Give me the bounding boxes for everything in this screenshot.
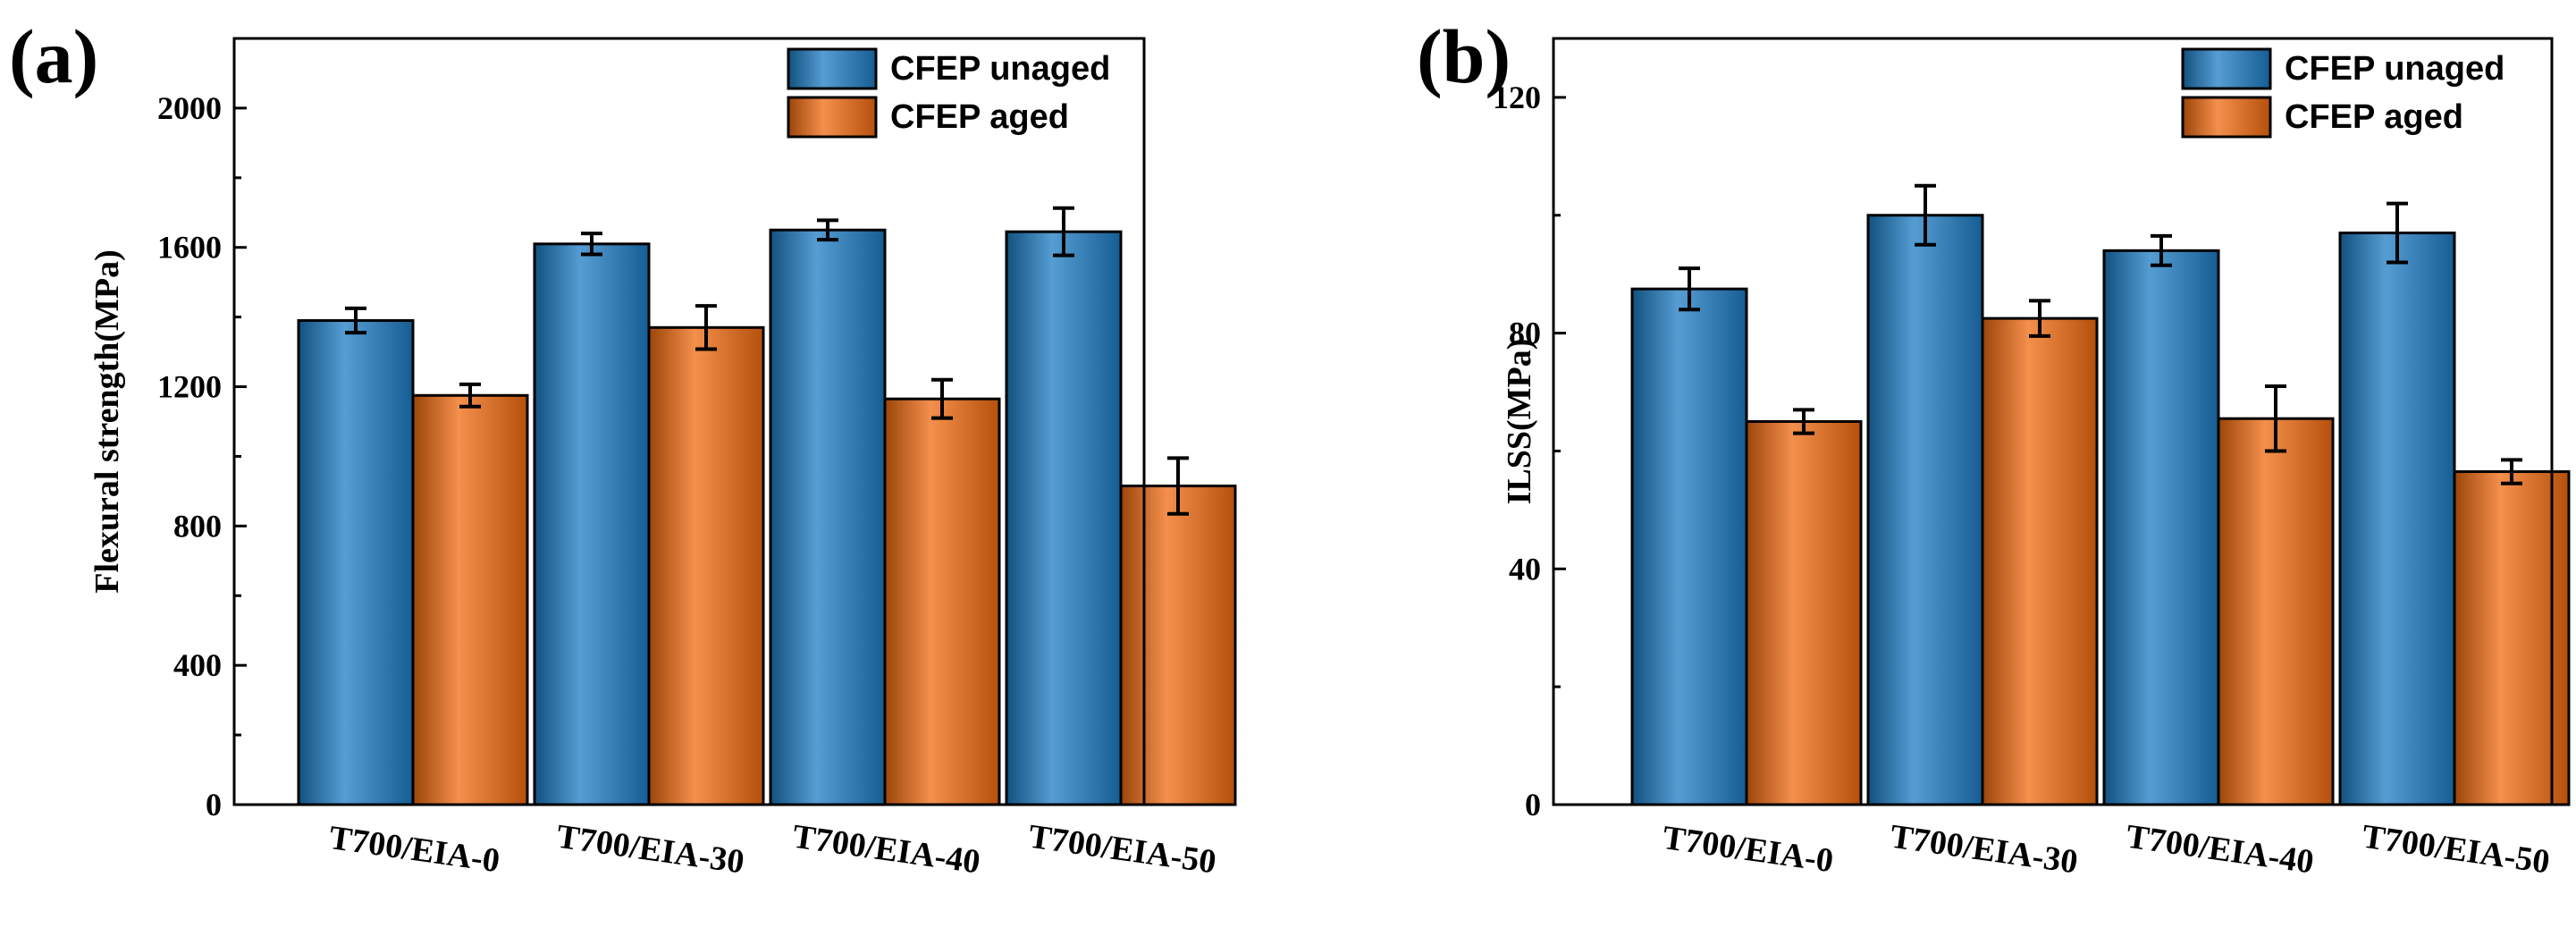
legend-swatch — [2181, 96, 2272, 139]
error-bar — [1053, 206, 1074, 257]
legend-swatch — [2181, 47, 2272, 90]
bar-aged — [411, 393, 529, 806]
chart-panel-b: (b) 0 40 80 120 ILSS(MPa) T700/EIA-0 T700/EIA-3… — [1417, 13, 2571, 882]
error-bar — [1915, 183, 1936, 247]
y-tick-label: 800 — [173, 508, 222, 544]
error-bar — [695, 304, 717, 351]
y-tick-label: 1200 — [157, 369, 222, 405]
bar-aged — [1119, 485, 1237, 806]
error-bar — [581, 232, 602, 257]
bar-unaged — [769, 228, 887, 806]
bar-unaged — [1005, 230, 1123, 806]
bar-unaged — [1630, 287, 1748, 806]
y-tick-label: 0 — [206, 787, 222, 823]
panel-label: (b) — [1417, 13, 1511, 99]
bar-unaged — [2338, 232, 2456, 806]
error-bar — [2029, 299, 2050, 338]
error-bar — [2501, 458, 2522, 485]
bar-aged — [1745, 420, 1863, 806]
y-tick-label: 0 — [1525, 787, 1541, 823]
error-bar — [1679, 266, 1700, 312]
x-category-label: T700/EIA-0 — [1661, 819, 1836, 880]
y-tick-label: 40 — [1509, 551, 1541, 586]
x-category-label: T700/EIA-50 — [1026, 818, 1218, 882]
error-bar — [817, 218, 838, 242]
plot-frame — [232, 37, 1146, 806]
y-tick-label: 400 — [173, 647, 222, 683]
y-tick-label: 120 — [1493, 80, 1541, 115]
error-bar — [459, 382, 481, 409]
legend: CFEP unaged CFEP aged — [2181, 47, 2504, 139]
legend-label: CFEP unaged — [2285, 50, 2504, 88]
bar-aged — [647, 325, 765, 806]
y-axis-title: Flexural strength(MPa) — [88, 249, 126, 594]
bar-unaged — [297, 319, 415, 806]
legend-label: CFEP unaged — [890, 50, 1110, 88]
x-category-label: T700/EIA-40 — [790, 818, 982, 882]
legend-label: CFEP aged — [890, 98, 1069, 136]
error-bar — [345, 306, 366, 335]
x-category-label: T700/EIA-30 — [554, 818, 746, 882]
legend: CFEP unaged CFEP aged — [787, 47, 1110, 139]
y-tick-label: 1600 — [157, 230, 222, 266]
x-category-label: T700/EIA-0 — [327, 819, 502, 880]
error-bar — [1167, 456, 1189, 516]
error-bar — [2265, 384, 2286, 453]
bar-aged — [2217, 417, 2335, 806]
bar-unaged — [2102, 249, 2220, 806]
error-bar — [931, 377, 953, 420]
error-bar — [2151, 233, 2172, 267]
error-bar — [1793, 408, 1814, 435]
bar-aged — [1981, 316, 2099, 806]
error-bar — [2387, 201, 2408, 265]
y-tick-label: 80 — [1509, 316, 1541, 351]
panel-label: (a) — [9, 13, 98, 99]
x-category-label: T700/EIA-50 — [2360, 818, 2552, 882]
bar-unaged — [533, 242, 651, 806]
legend-swatch — [787, 96, 878, 139]
plot-frame — [1552, 37, 2554, 806]
x-category-label: T700/EIA-30 — [1888, 818, 2080, 882]
y-tick-label: 2000 — [157, 90, 222, 126]
chart-panel-a: (a) 0 400 800 1200 1600 2000 Flexural strength(… — [9, 13, 1237, 882]
legend-swatch — [787, 47, 878, 90]
bar-unaged — [1866, 214, 1984, 806]
legend-label: CFEP aged — [2285, 98, 2463, 136]
y-axis-title: ILSS(MPa) — [1501, 339, 1538, 505]
x-category-label: T700/EIA-40 — [2124, 818, 2316, 882]
bar-aged — [883, 397, 1001, 806]
